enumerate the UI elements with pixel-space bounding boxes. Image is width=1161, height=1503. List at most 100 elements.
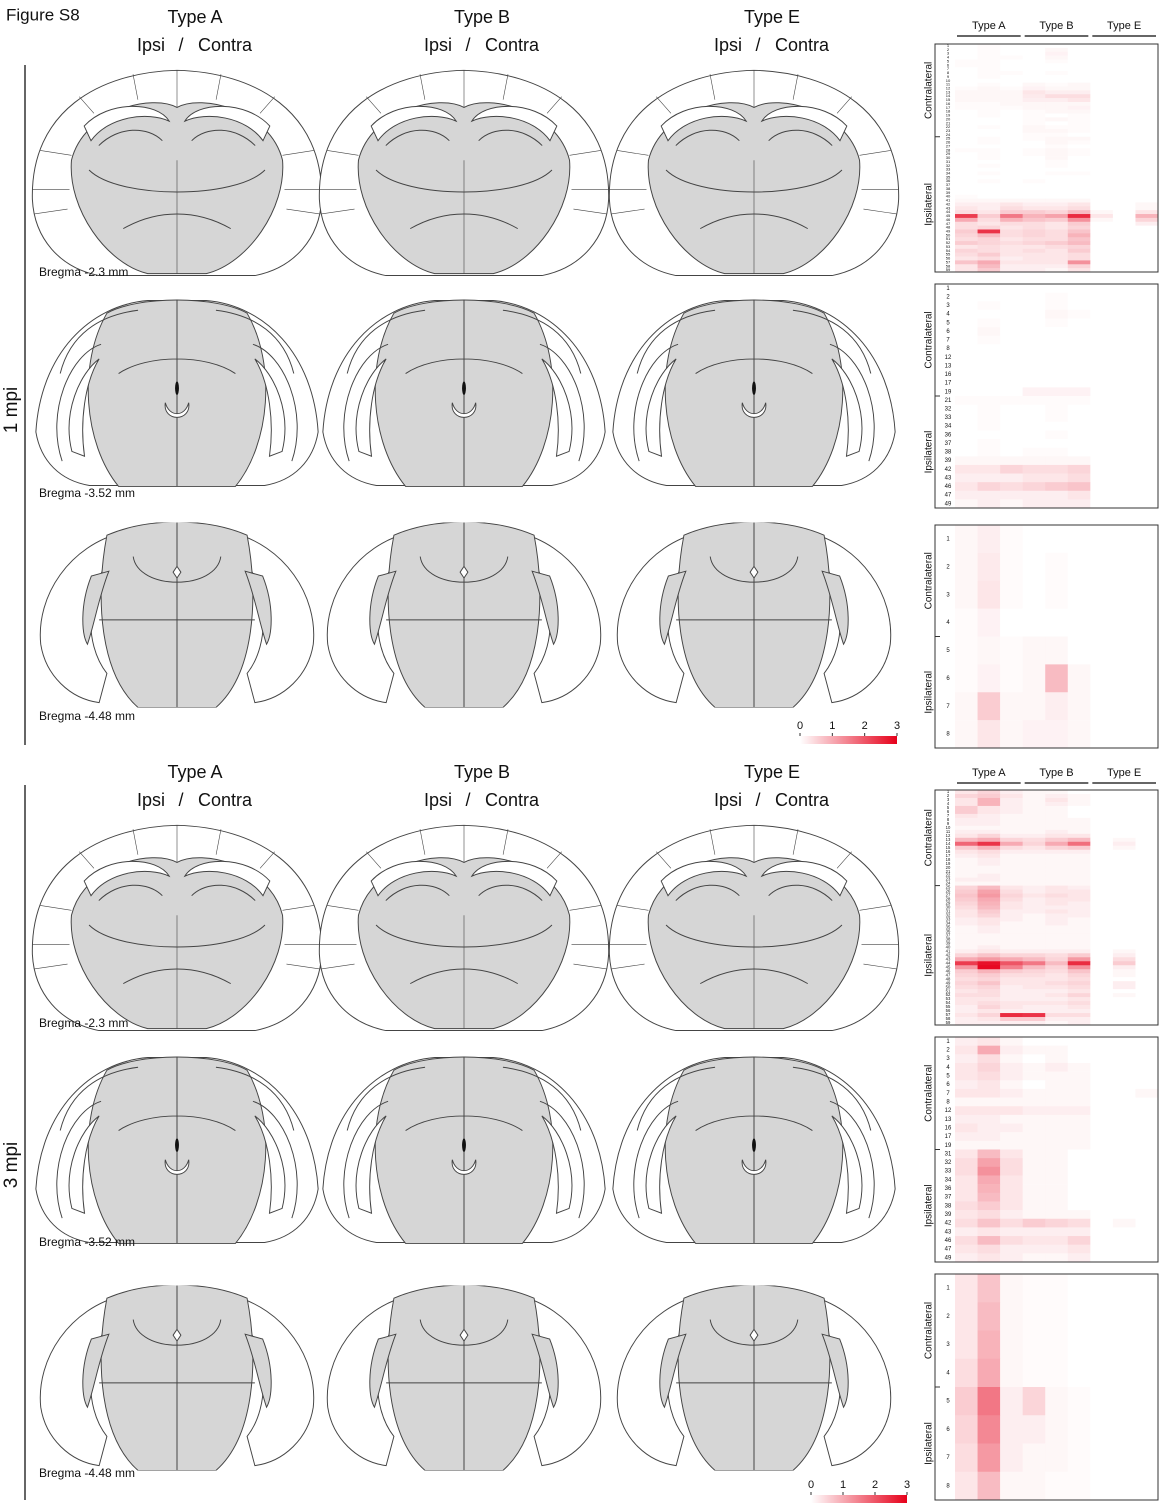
- heatmap-cell: [1135, 125, 1158, 129]
- heatmap-cell: [1135, 148, 1158, 152]
- heatmap-cell: [1000, 1472, 1023, 1501]
- heatmap-cell: [1023, 237, 1046, 241]
- heatmap-cell: [1135, 387, 1158, 396]
- heatmap-cell: [1045, 870, 1068, 874]
- heatmap-cell: [1023, 810, 1046, 814]
- heatmap-cell: [1090, 206, 1113, 210]
- heatmap-cell: [1090, 1072, 1113, 1081]
- heatmap-cell: [1090, 233, 1113, 237]
- heatmap-cell: [1023, 1274, 1046, 1303]
- heatmap-cell: [1023, 141, 1046, 145]
- heatmap-cell: [1090, 985, 1113, 989]
- heatmap-cell: [955, 1158, 978, 1167]
- heatmap-cell: [955, 202, 978, 206]
- heatmap-cell: [1000, 1054, 1023, 1063]
- contralateral-label: Contralateral: [924, 311, 935, 368]
- heatmap-cell: [1045, 842, 1068, 846]
- heatmap-cell: [1113, 293, 1136, 302]
- row-label: 17: [945, 381, 952, 387]
- heatmap-cell: [978, 1193, 1001, 1202]
- heatmap-cell: [978, 1167, 1001, 1176]
- heatmap-cell: [955, 945, 978, 949]
- heatmap-cell: [1090, 125, 1113, 129]
- heatmap-cell: [955, 814, 978, 818]
- brain-section: [32, 825, 321, 1030]
- heatmap-cell: [1135, 1001, 1158, 1005]
- heatmap-cell: [1113, 94, 1136, 98]
- heatmap-cell: [1023, 195, 1046, 199]
- heatmap-cell: [1045, 396, 1068, 405]
- heatmap-cell: [1023, 898, 1046, 902]
- heatmap-cell: [1135, 1098, 1158, 1107]
- heatmap-cell: [1135, 806, 1158, 810]
- heatmap-cell: [1000, 202, 1023, 206]
- row-label: 38: [945, 450, 952, 456]
- heatmap-cell: [1113, 866, 1136, 870]
- heatmap-cell: [1023, 83, 1046, 87]
- heatmap-cell: [1000, 362, 1023, 371]
- heatmap-cell: [1090, 1158, 1113, 1167]
- heatmap-cell: [1113, 664, 1136, 692]
- row-label: 46: [945, 1238, 952, 1244]
- heatmap-cell: [978, 1184, 1001, 1193]
- heatmap-cell: [955, 553, 978, 581]
- heatmap-cell: [1000, 581, 1023, 609]
- heatmap-cell: [1045, 344, 1068, 353]
- heatmap-cell: [978, 1089, 1001, 1098]
- heatmap-cell: [1113, 854, 1136, 858]
- heatmap-cell: [978, 370, 1001, 379]
- heatmap-cell: [1090, 336, 1113, 345]
- heatmap-cell: [1113, 1444, 1136, 1473]
- heatmap-cell: [1090, 525, 1113, 553]
- heatmap-cell: [1000, 229, 1023, 233]
- heatmap-cell: [1113, 362, 1136, 371]
- heatmap-cell: [1045, 141, 1068, 145]
- heatmap-cell: [955, 387, 978, 396]
- heatmap-cell: [1000, 838, 1023, 842]
- heatmap-cell: [1023, 226, 1046, 230]
- separator: /: [755, 35, 760, 55]
- heatmap-cell: [1068, 301, 1091, 310]
- heatmap-cell: [1113, 1098, 1136, 1107]
- heatmap-cell: [1135, 362, 1158, 371]
- heatmap-cell: [955, 52, 978, 56]
- heatmap-cell: [1135, 1274, 1158, 1303]
- heatmap-cell: [1090, 1054, 1113, 1063]
- heatmap-cell: [955, 114, 978, 118]
- heatmap-cell: [1000, 882, 1023, 886]
- heatmap-cell: [1023, 202, 1046, 206]
- heatmap-cell: [1068, 237, 1091, 241]
- heatmap-cell: [1135, 1472, 1158, 1501]
- heatmap-cell: [978, 1274, 1001, 1303]
- heatmap-cell: [1090, 318, 1113, 327]
- heatmap-cell: [1113, 1472, 1136, 1501]
- heatmap-cell: [978, 229, 1001, 233]
- heatmap-cell: [978, 98, 1001, 102]
- heatmap-cell: [1000, 870, 1023, 874]
- heatmap-cell: [1023, 957, 1046, 961]
- heatmap-cell: [1000, 222, 1023, 226]
- heatmap-cell: [1090, 842, 1113, 846]
- heatmap-cell: [1045, 1072, 1068, 1081]
- heatmap-cell: [1090, 465, 1113, 474]
- contra-label: Contra: [485, 790, 540, 810]
- heatmap-cell: [978, 144, 1001, 148]
- heatmap-cell: [955, 965, 978, 969]
- heatmap-cell: [1023, 854, 1046, 858]
- heatmap-cell: [1000, 822, 1023, 826]
- heatmap-cell: [955, 822, 978, 826]
- heatmap-cell: [1113, 187, 1136, 191]
- heatmap-cell: [1068, 148, 1091, 152]
- heatmap-cell: [978, 790, 1001, 794]
- heatmap-cell: [1090, 1124, 1113, 1133]
- heatmap-cell: [1068, 206, 1091, 210]
- heatmap-cell: [955, 379, 978, 388]
- heatmap-cell: [978, 67, 1001, 71]
- heatmap-cell: [1045, 102, 1068, 106]
- heatmap-cell: [955, 1150, 978, 1159]
- heatmap-cell: [1068, 937, 1091, 941]
- heatmap-cell: [978, 1253, 1001, 1262]
- heatmap-cell: [1045, 229, 1068, 233]
- heatmap-cell: [1045, 222, 1068, 226]
- heatmap-cell: [1000, 260, 1023, 264]
